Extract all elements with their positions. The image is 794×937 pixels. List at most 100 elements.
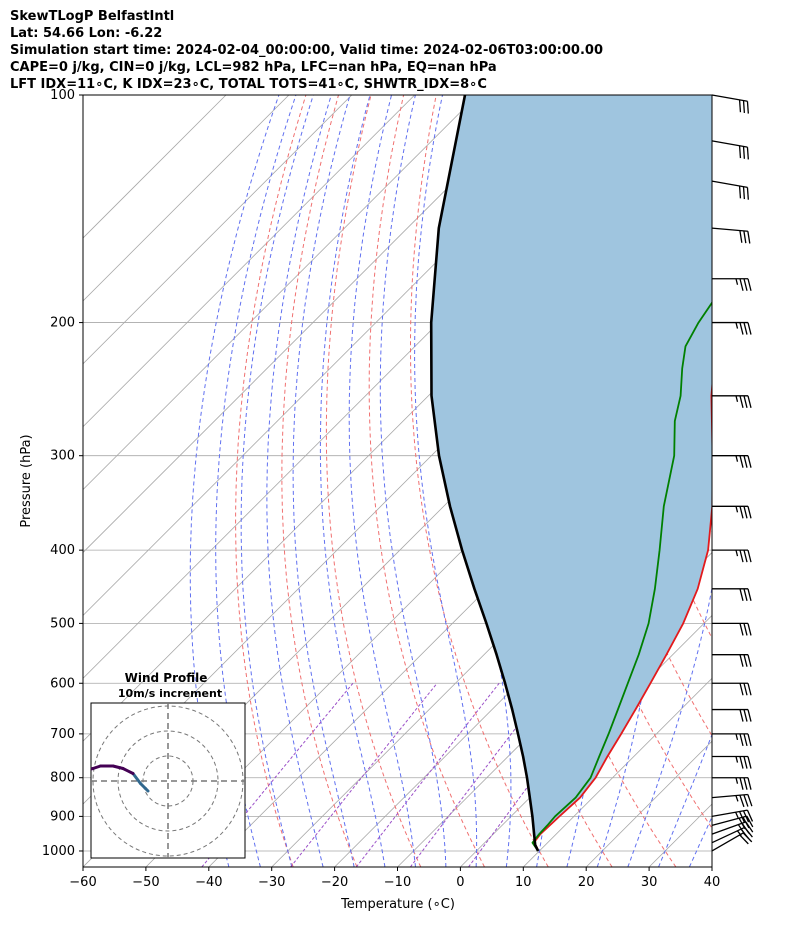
wind-barb xyxy=(711,809,754,824)
y-axis-ticks: 1000 900 800 700 600 500 400 300 200 100 xyxy=(42,88,83,859)
wind-barb-flag xyxy=(739,777,744,790)
wind-barb-half-flag xyxy=(736,830,742,837)
dry-adiabat-line xyxy=(235,95,307,867)
wind-barb-half-flag xyxy=(735,756,739,763)
moist-adiabat-line xyxy=(292,95,355,867)
wind-barb-flag xyxy=(739,623,744,636)
wind-barb xyxy=(712,682,752,696)
wind-barb-flag xyxy=(747,756,752,769)
wind-barbs xyxy=(711,94,754,852)
simulation-time-label: Simulation start time: 2024-02-04_00:00:… xyxy=(10,43,603,58)
inset-ring xyxy=(117,730,219,832)
wind-barb-flag xyxy=(739,794,745,808)
mixing-ratio-line xyxy=(290,682,438,867)
cin-shaded-area xyxy=(431,95,712,851)
x-tick-label: 40 xyxy=(704,875,721,890)
wind-barb-flag xyxy=(743,709,748,722)
isotherm-line xyxy=(83,95,478,491)
wind-barb-flag xyxy=(743,733,748,747)
wind-barb-flag xyxy=(742,100,746,113)
wind-barb-flag xyxy=(746,809,754,822)
wind-barb xyxy=(711,815,754,830)
wind-barb-flag xyxy=(747,231,751,244)
hodograph-segment xyxy=(131,772,142,785)
moist-adiabat-line xyxy=(658,733,712,867)
y-axis-label: Pressure (hPa) xyxy=(19,434,34,527)
isotherm-line xyxy=(83,95,227,239)
x-tick-label: −30 xyxy=(258,875,285,890)
moist-adiabat-line xyxy=(266,95,332,867)
wind-barb-flag xyxy=(737,824,746,836)
moist-adiabat-line xyxy=(627,95,712,867)
wind-barb-flag xyxy=(747,395,752,408)
wind-barb-flag xyxy=(739,834,749,845)
wind-barb-flag xyxy=(746,147,749,160)
dewpoint-profile-line xyxy=(531,301,712,852)
wind-barb-flag xyxy=(747,709,752,722)
wind-barb-staff xyxy=(711,227,748,232)
x-tick-label: 30 xyxy=(641,875,658,890)
x-tick-label: 0 xyxy=(456,875,464,890)
wind-barb-flag xyxy=(739,395,744,408)
dry-adiabat-line xyxy=(368,95,485,867)
wind-barb-flag xyxy=(747,733,752,747)
wind-barb-flag xyxy=(743,278,748,291)
wind-barb-flag xyxy=(739,709,744,722)
y-tick-label: 1000 xyxy=(42,844,75,859)
wind-barb-staff xyxy=(711,140,748,148)
wind-barb-flag xyxy=(742,146,746,159)
wind-barb-staff xyxy=(711,832,744,852)
wind-barb-half-flag xyxy=(735,455,739,462)
wind-barb-flag xyxy=(747,623,752,636)
wind-barb-flag xyxy=(739,455,744,468)
y-tick-label: 700 xyxy=(50,727,75,742)
wind-barb-flag xyxy=(743,777,748,790)
wind-barb-flag xyxy=(747,506,752,519)
y-tick-label: 400 xyxy=(50,543,75,558)
wind-barb xyxy=(712,321,752,335)
wind-barb-staff xyxy=(711,180,748,189)
isotherm-line xyxy=(334,489,712,867)
x-axis-label: Temperature (∘C) xyxy=(340,897,455,912)
hodograph-segment xyxy=(121,767,135,775)
dry-adiabat-line xyxy=(410,95,549,867)
y-tick-label: 200 xyxy=(50,316,75,331)
y-tick-label: 100 xyxy=(50,88,75,103)
wind-barb-flag xyxy=(743,794,749,807)
wind-barb-flag xyxy=(739,756,744,769)
wind-barb-flag xyxy=(743,756,748,769)
wind-barb xyxy=(711,94,749,114)
chart-title: SkewTLogP BelfastIntl xyxy=(10,9,175,24)
y-tick-label: 500 xyxy=(50,616,75,631)
x-axis-ticks: −60 −50 −40 −30 −20 −10 0 10 20 30 40 xyxy=(69,867,720,890)
moist-adiabat-line xyxy=(189,95,280,867)
wind-barb-flag xyxy=(747,549,752,563)
wind-barb-flag xyxy=(747,588,752,601)
stability-indices-label: CAPE=0 j/kg, CIN=0 j/kg, LCL=982 hPa, LF… xyxy=(10,60,497,75)
wind-barb-staff xyxy=(711,809,748,818)
wind-barb-flag xyxy=(747,683,752,696)
wind-barb-flag xyxy=(747,322,752,335)
wind-barb-flag xyxy=(739,506,744,519)
wind-barb-flag xyxy=(739,654,744,667)
chart-title-block: SkewTLogP BelfastIntl Lat: 54.66 Lon: -6… xyxy=(10,8,603,93)
y-tick-label: 900 xyxy=(50,809,75,824)
wind-barb xyxy=(711,227,751,244)
wind-barb-flag xyxy=(742,186,746,200)
wind-barb-flag xyxy=(746,187,749,200)
wind-barb-flag xyxy=(738,185,742,199)
wind-barb-half-flag xyxy=(735,795,739,802)
wind-barb-flag xyxy=(738,99,742,113)
wind-barb xyxy=(712,588,752,601)
index-values-label: LFT IDX=11∘C, K IDX=23∘C, TOTAL TOTS=41∘… xyxy=(10,77,487,92)
y-tick-label: 800 xyxy=(50,771,75,786)
wind-barb xyxy=(711,793,753,808)
inset-ring xyxy=(142,755,194,807)
isotherm-line xyxy=(711,866,712,867)
hodograph-segment xyxy=(81,784,89,789)
x-tick-label: 20 xyxy=(578,875,595,890)
wind-barb xyxy=(712,733,752,747)
x-tick-label: −40 xyxy=(195,875,222,890)
wind-barb-flag xyxy=(743,549,748,563)
isotherm-line xyxy=(83,95,415,428)
